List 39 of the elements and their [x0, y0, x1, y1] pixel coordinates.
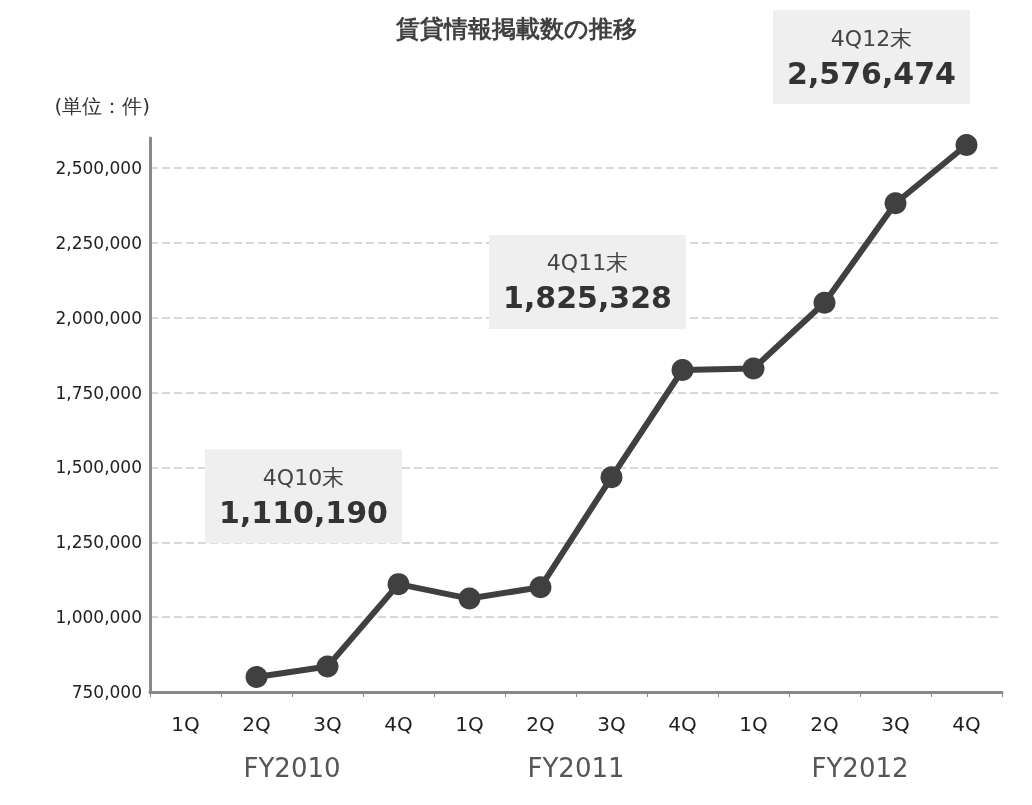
y-tick-label: 750,000 [71, 682, 142, 702]
x-tick-label: 4Q [952, 712, 981, 736]
point [742, 357, 765, 380]
x-tick-label: 3Q [881, 712, 910, 736]
text: FY2010 [243, 753, 341, 783]
y-axis-title: (単位：件) [54, 94, 150, 118]
text: FY2012 [811, 753, 909, 783]
y-tick-label: 1,250,000 [55, 532, 142, 553]
point [387, 573, 410, 596]
point [955, 134, 978, 157]
x-tick-label: 4Q [668, 712, 697, 736]
x-tick-label: 3Q [597, 712, 626, 736]
point [813, 291, 836, 314]
point [529, 576, 552, 599]
x-tick-label: 1Q [739, 712, 768, 736]
point [671, 358, 694, 381]
x-tick-label: 1Q [171, 712, 200, 736]
point [600, 466, 623, 489]
data-label: 4Q12末 2,576,474 [787, 25, 956, 91]
data-label: 4Q11末 1,825,328 [503, 250, 672, 316]
point [245, 666, 268, 689]
data-label: 4Q10末 1,110,190 [219, 464, 388, 530]
y-tick-label: 1,000,000 [55, 607, 142, 628]
x-tick-label: 2Q [810, 712, 839, 736]
chart-title: 賃貸情報掲載数の推移 [394, 15, 637, 43]
point [458, 587, 481, 610]
y-tick-label: 1,500,000 [55, 457, 142, 478]
y-tick-label: 2,250,000 [55, 232, 142, 253]
x-tick-label: 1Q [455, 712, 484, 736]
x-tick-label: 4Q [384, 712, 413, 736]
point [316, 655, 339, 678]
y-tick-label: 1,750,000 [55, 382, 142, 403]
x-tick-label: 2Q [526, 712, 555, 736]
x-tick-label: 2Q [242, 712, 271, 736]
point [884, 192, 907, 215]
text: FY2011 [527, 753, 625, 783]
x-tick-label: 3Q [313, 712, 342, 736]
y-tick-label: 2,000,000 [55, 307, 142, 328]
y-tick-label: 2,500,000 [55, 157, 142, 178]
